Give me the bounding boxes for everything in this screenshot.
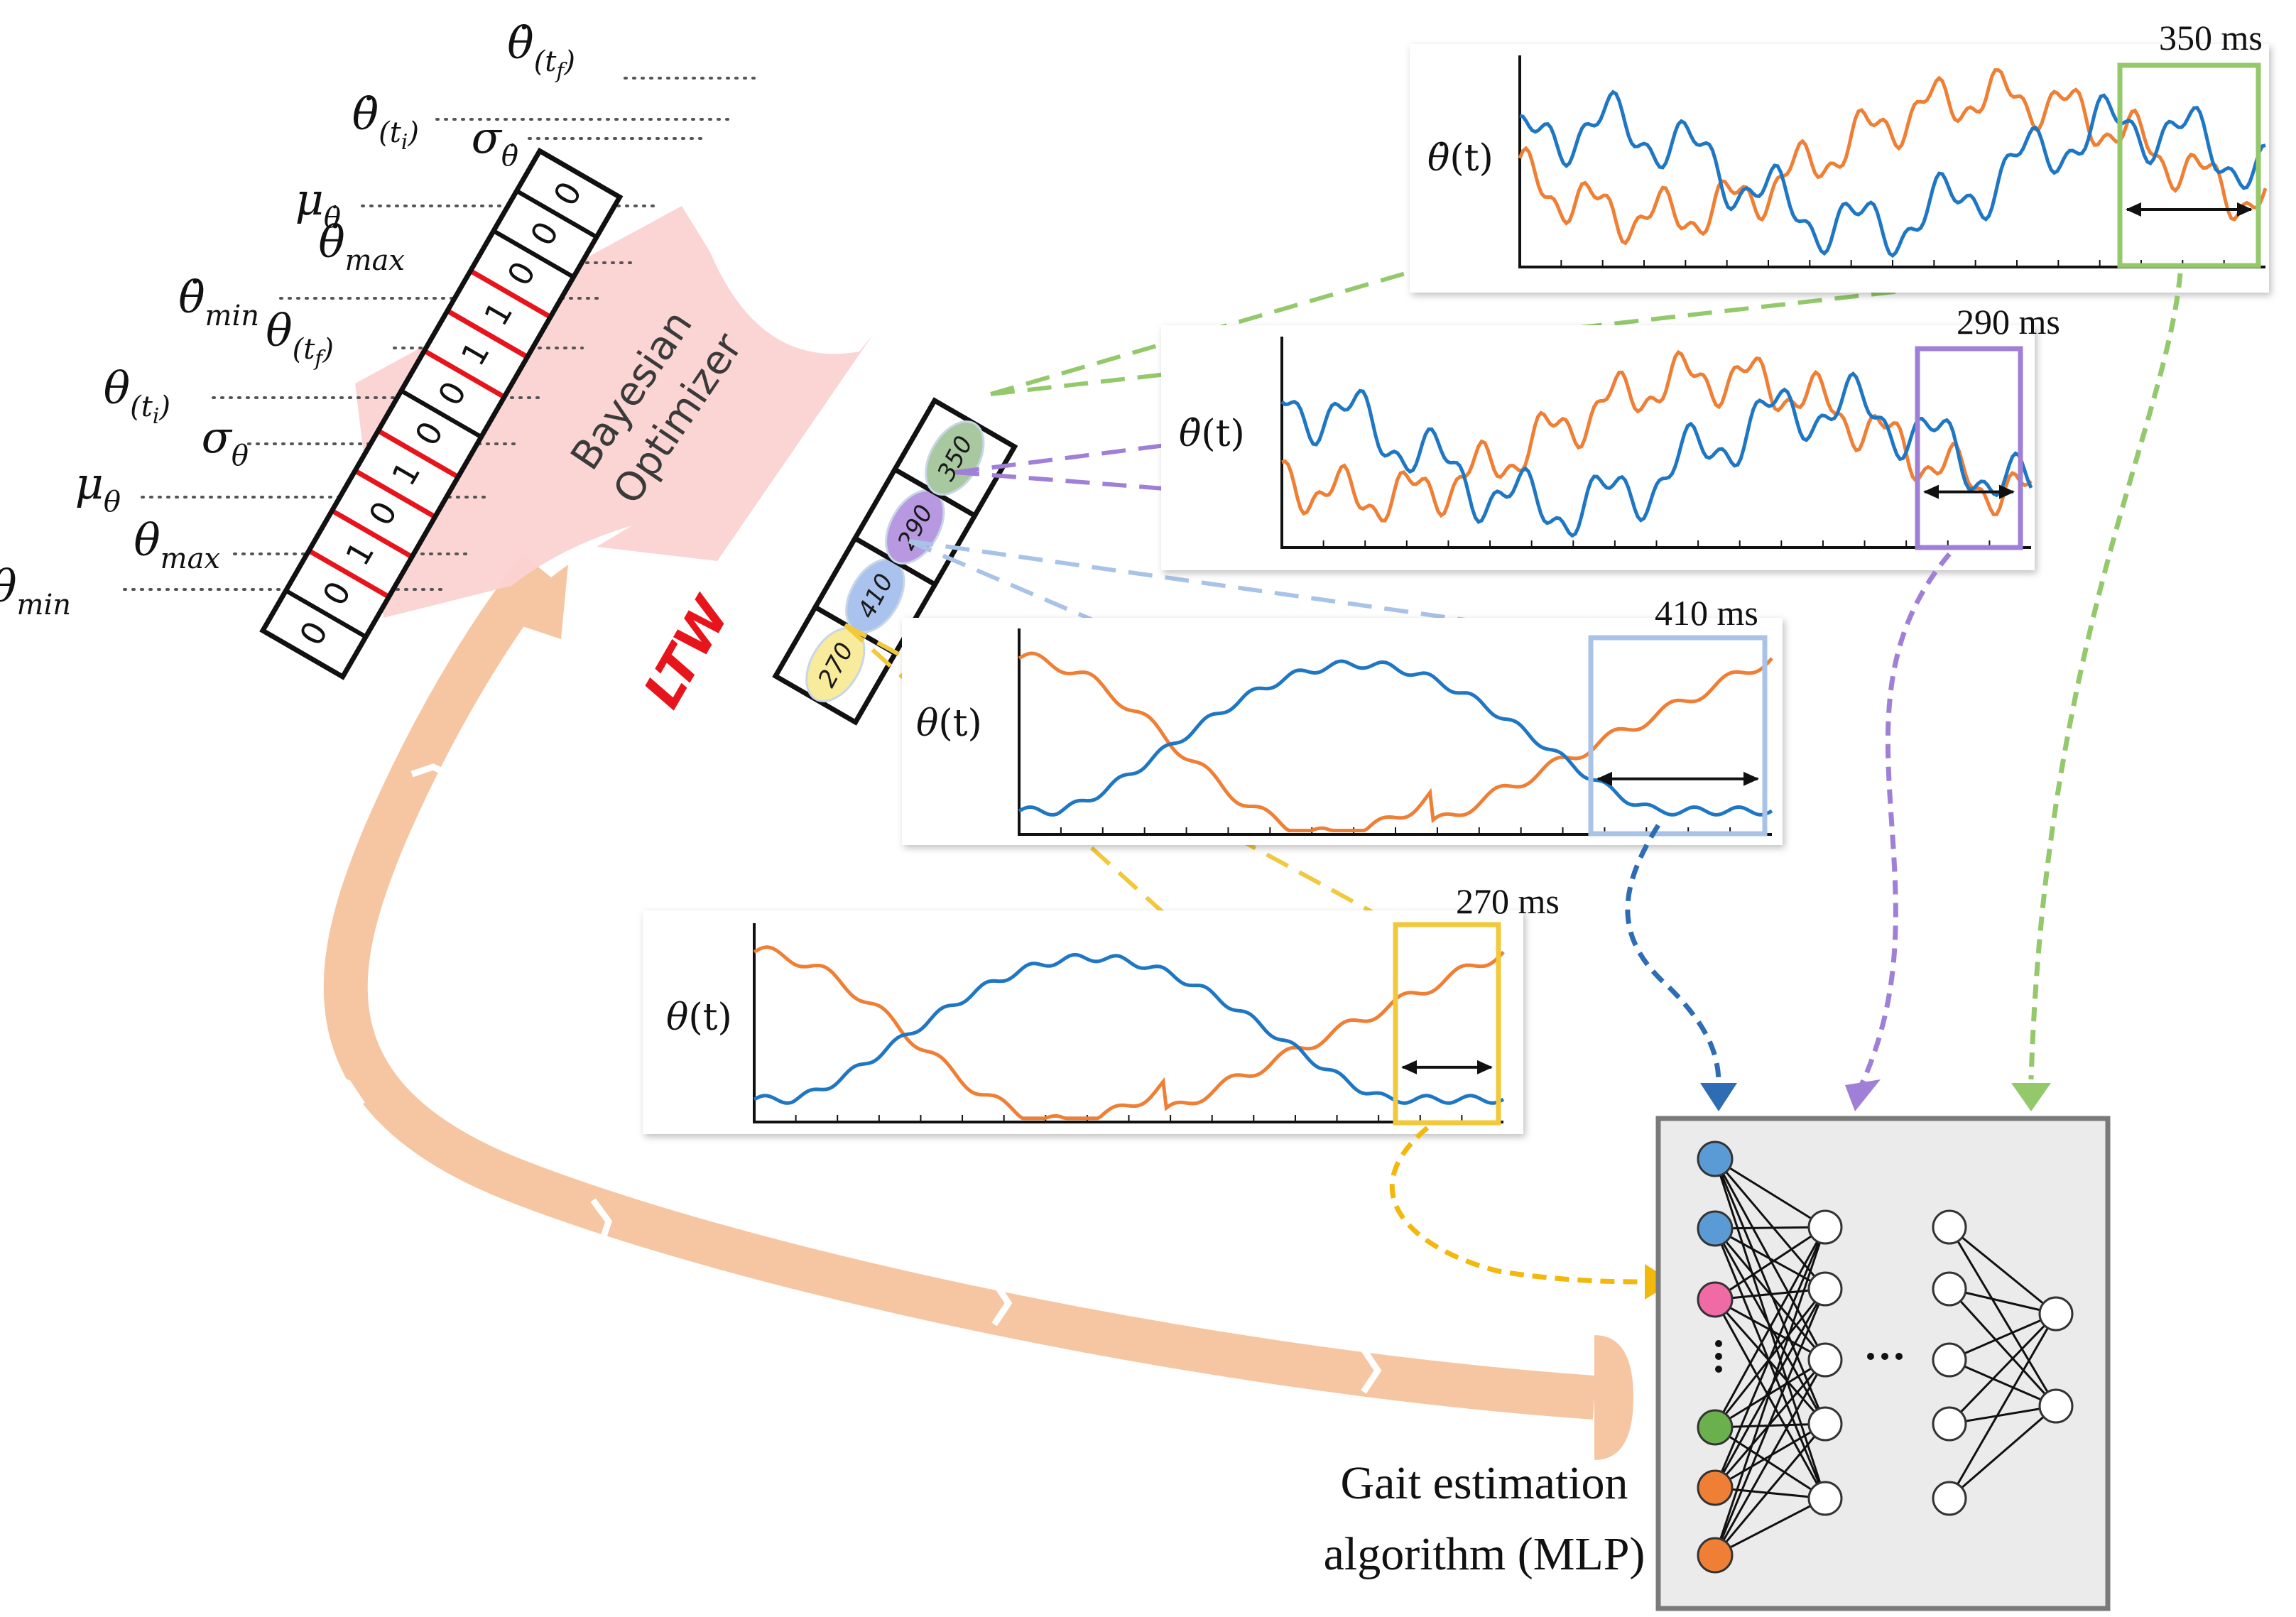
window-ms-label: 350 ms xyxy=(2159,18,2263,58)
window-ms-label: 290 ms xyxy=(1957,302,2060,342)
series-orange xyxy=(1518,68,2268,246)
hidden-node xyxy=(1932,1271,1967,1307)
svg-text:θ(ti): θ(ti) xyxy=(104,362,170,429)
series-orange xyxy=(753,945,1505,1121)
feature-label-theta-dot-ti: θ̇(ti) xyxy=(352,88,731,155)
input-node xyxy=(1697,1537,1734,1574)
svg-text:θ̇(tf): θ̇(tf) xyxy=(507,17,575,84)
plot-350: θ̇(t) 350 ms xyxy=(1410,18,2269,293)
output-node xyxy=(2038,1388,2074,1424)
svg-text:σθ: σθ xyxy=(202,411,249,472)
series-blue xyxy=(1519,89,2266,258)
plot-ylabel: θ̇(t) xyxy=(1179,413,1245,455)
hidden-node xyxy=(1807,1271,1843,1307)
optimizer-arrow: Bayesian Optimizer xyxy=(355,206,874,618)
feature-label-theta-max: θmax xyxy=(134,514,470,575)
input-node xyxy=(1697,1281,1734,1318)
hidden-node xyxy=(1807,1481,1843,1516)
series-blue xyxy=(1018,659,1773,817)
svg-text:μθ̇: μθ̇ xyxy=(295,173,341,234)
input-node xyxy=(1697,1409,1734,1446)
hidden-node xyxy=(1807,1209,1843,1245)
window-box xyxy=(1915,346,2023,550)
ltw-label: LTW xyxy=(632,586,743,718)
signal-plots: θ̇(t) 350 ms θ̇(t) 290 ms θ(t) 410 ms θ(t) 270 … xyxy=(643,18,2269,1134)
series-orange xyxy=(1018,651,1773,832)
plot-ylabel: θ̇(t) xyxy=(1427,137,1494,180)
svg-text:θ(tf): θ(tf) xyxy=(266,305,334,371)
svg-text:θmax: θmax xyxy=(134,514,220,575)
hidden-node xyxy=(1807,1342,1843,1378)
window-ms-label: 270 ms xyxy=(1456,881,1560,921)
input-ellipsis xyxy=(1715,1340,1722,1373)
bit-highlight-edge xyxy=(354,468,437,519)
mlp-caption-line2: algorithm (MLP) xyxy=(1324,1528,1645,1580)
output-node xyxy=(2038,1296,2074,1332)
hidden-node xyxy=(1932,1342,1967,1378)
plot-290: θ̇(t) 290 ms xyxy=(1161,302,2060,570)
svg-text:θ̇max: θ̇max xyxy=(318,216,405,277)
mlp-caption-line1: Gait estimation xyxy=(1340,1457,1628,1509)
input-node xyxy=(1697,1210,1734,1247)
bit-highlight-edge xyxy=(330,508,413,560)
svg-text:θ̇min: θ̇min xyxy=(178,271,259,332)
bit-highlight-edge xyxy=(469,268,552,320)
mlp-network xyxy=(1655,1116,2111,1611)
series-blue xyxy=(753,952,1505,1105)
window-box xyxy=(1588,635,1768,837)
window-box xyxy=(2117,62,2261,268)
bit-highlight-edge xyxy=(308,548,391,599)
feature-label-sigma-theta-dot: σθ̇ xyxy=(472,111,708,173)
window-box xyxy=(1393,922,1501,1126)
window-ms-label: 410 ms xyxy=(1655,593,1758,633)
plot-ylabel: θ(t) xyxy=(916,702,982,745)
svg-text:θmin: θmin xyxy=(0,560,71,621)
feedback-arrow xyxy=(323,554,1633,1460)
mlp-connectors xyxy=(1389,273,2183,1285)
hidden-node xyxy=(1932,1406,1967,1442)
input-node xyxy=(1697,1469,1734,1506)
hidden-node xyxy=(1932,1209,1967,1245)
ltw-window-cell: 350 xyxy=(891,397,1018,519)
feature-label-theta-dot-max: θ̇max xyxy=(318,216,633,277)
bit-highlight-edge xyxy=(376,428,459,479)
feature-label-theta-dot-min: θ̇min xyxy=(178,271,605,332)
series-blue xyxy=(1280,371,2033,538)
bit-highlight-edge xyxy=(423,348,506,400)
plot-270: θ(t) 270 ms xyxy=(643,881,1560,1134)
svg-text:θ̇(ti): θ̇(ti) xyxy=(352,88,419,155)
bit-highlight-edge xyxy=(446,308,529,359)
svg-text:σθ̇: σθ̇ xyxy=(472,111,518,173)
hidden-node xyxy=(1932,1481,1967,1516)
input-node xyxy=(1697,1140,1734,1177)
hidden-ellipsis xyxy=(1867,1353,1903,1360)
plot-ylabel: θ(t) xyxy=(666,996,732,1039)
feature-label-theta-dot-tf: θ̇(tf) xyxy=(507,17,761,84)
svg-text:μθ: μθ xyxy=(75,457,121,518)
plot-410: θ(t) 410 ms xyxy=(902,593,1783,845)
hidden-node xyxy=(1807,1406,1843,1442)
